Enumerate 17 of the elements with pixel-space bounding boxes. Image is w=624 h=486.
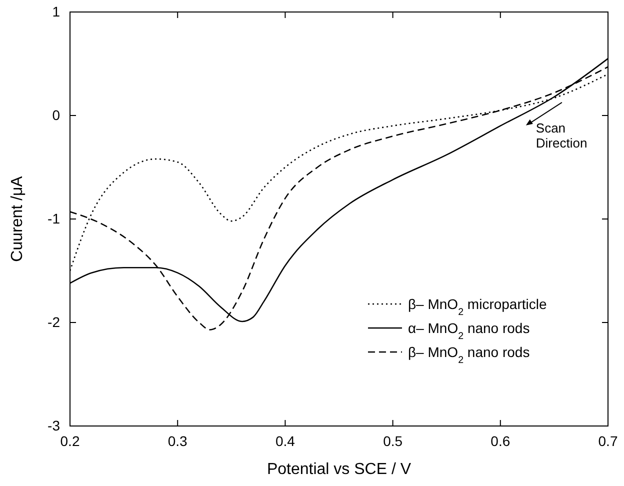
x-tick-label: 0.7 <box>598 432 618 449</box>
legend-label: β– MnO$_{2}$ microparticle <box>408 296 547 318</box>
annotation: Scan Direction <box>536 120 588 150</box>
x-tick-label: 0.3 <box>168 432 188 449</box>
y-tick-label: -2 <box>48 314 60 330</box>
x-tick-label: 0.5 <box>383 432 403 449</box>
x-tick-label: 0.4 <box>275 432 296 449</box>
legend-label: α– MnO$_{2}$ nano rods <box>408 320 530 342</box>
x-tick-label: 0.2 <box>60 432 80 449</box>
y-tick-label: -3 <box>48 417 60 434</box>
y-tick-label: 1 <box>52 3 60 20</box>
x-axis-title: Potential vs SCE / V <box>266 461 412 478</box>
y-axis-title: Cuurent /μA <box>9 176 26 262</box>
legend-label: β– MnO$_{2}$ nano rods <box>408 344 530 366</box>
x-tick-label: 0.6 <box>490 432 510 449</box>
y-tick-label: 0 <box>52 106 60 123</box>
y-tick-label: -1 <box>48 210 60 226</box>
